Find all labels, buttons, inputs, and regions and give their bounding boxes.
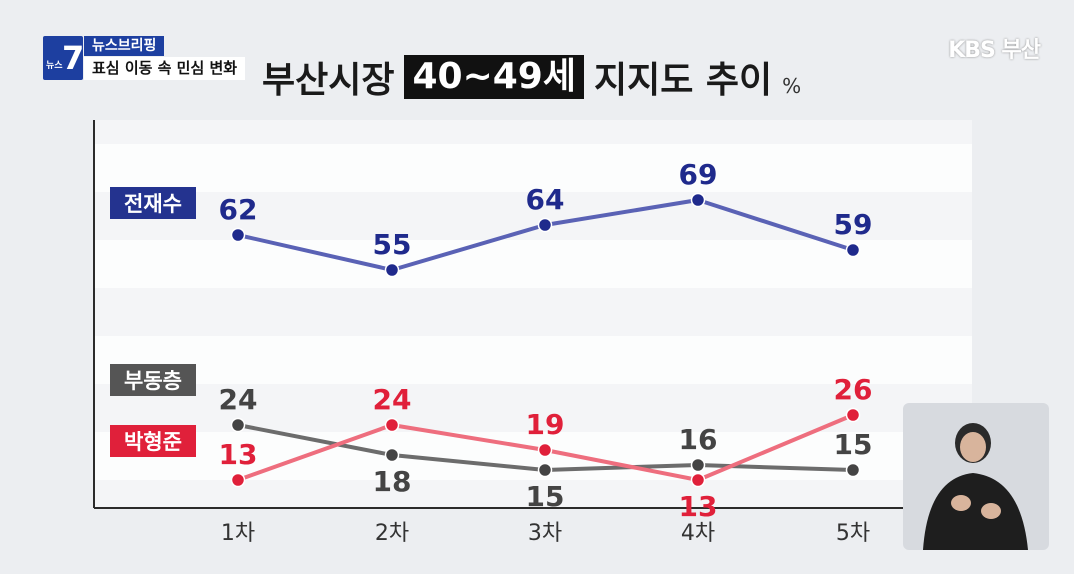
x-tick-label: 3차: [528, 521, 562, 546]
logo-small-text: 뉴스: [46, 61, 63, 71]
legend-swatch: [110, 425, 196, 457]
data-point: [384, 447, 400, 463]
data-label: 26: [834, 373, 873, 406]
title-highlight: 40~49세: [404, 55, 584, 99]
grid-band: [94, 240, 972, 288]
data-label: 16: [679, 423, 718, 456]
data-label: 24: [219, 383, 258, 416]
data-label: 62: [219, 193, 258, 226]
segment-subtitle: 표심 이동 속 민심 변화: [84, 57, 246, 80]
interpreter-figure: [923, 423, 1028, 550]
legend-swatch: [110, 364, 196, 396]
data-label: 18: [373, 465, 412, 498]
data-point: [690, 457, 706, 473]
data-label: 69: [679, 158, 718, 191]
news7-logo: 뉴스 7: [43, 36, 85, 80]
title-unit: %: [782, 74, 802, 98]
legend-label: 부동층: [124, 369, 182, 393]
logo-number: 7: [62, 39, 85, 77]
data-label: 15: [834, 428, 873, 461]
data-point: [845, 242, 861, 258]
data-point: [845, 462, 861, 478]
data-label: 24: [373, 383, 412, 416]
data-point: [230, 417, 246, 433]
data-point: [690, 192, 706, 208]
data-point: [690, 472, 706, 488]
legend-swatch: [110, 187, 196, 219]
data-label: 13: [219, 438, 258, 471]
grid-band: [94, 432, 972, 480]
x-tick-label: 1차: [221, 521, 255, 546]
data-point: [230, 227, 246, 243]
broadcaster-logo: KBS 부산: [948, 38, 1041, 63]
data-label: 19: [526, 408, 565, 441]
data-point: [384, 262, 400, 278]
data-point: [384, 417, 400, 433]
legend-label: 박형준: [124, 430, 182, 454]
grid-band: [94, 144, 972, 192]
data-point: [537, 442, 553, 458]
data-label: 64: [526, 183, 565, 216]
title-part-1: 부산시장: [262, 60, 395, 101]
data-point: [537, 217, 553, 233]
x-tick-label: 4차: [681, 521, 715, 546]
data-label: 59: [834, 208, 873, 241]
chart-title: 부산시장 40~49세 지지도 추이 %: [262, 52, 801, 102]
data-label: 13: [679, 490, 718, 523]
data-label: 55: [373, 228, 412, 261]
legend-label: 전재수: [124, 192, 182, 216]
grid-band: [94, 336, 972, 384]
data-point: [230, 472, 246, 488]
title-part-3: 지지도 추이: [593, 60, 773, 101]
x-tick-label: 2차: [375, 521, 409, 546]
program-tag: 뉴스브리핑: [84, 36, 165, 56]
data-label: 15: [526, 480, 565, 513]
sign-language-interpreter-image: [903, 403, 1049, 550]
data-point: [845, 407, 861, 423]
data-point: [537, 462, 553, 478]
x-tick-label: 5차: [836, 521, 870, 546]
